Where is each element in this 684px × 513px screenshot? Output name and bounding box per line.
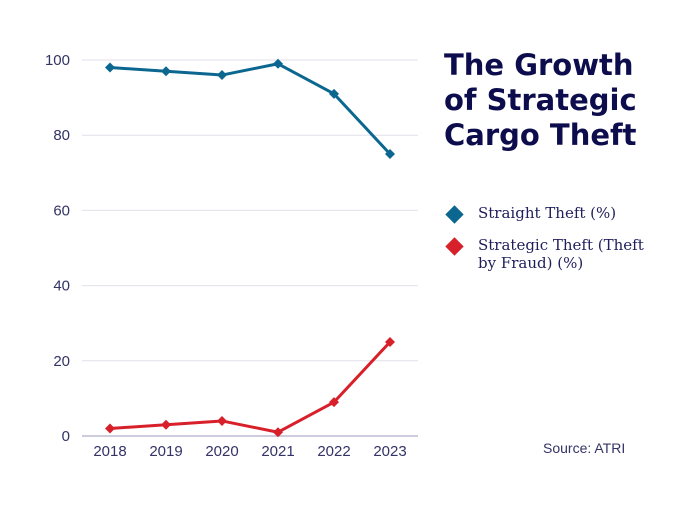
series-line-1 — [109, 340, 392, 434]
y-tick-label: 40 — [53, 278, 70, 295]
legend-diamond-icon — [445, 205, 464, 224]
x-tick-label: 2022 — [317, 443, 350, 460]
data-point — [217, 415, 227, 426]
x-tick-label: 2021 — [261, 443, 294, 460]
data-point — [329, 88, 339, 99]
y-tick-label: 20 — [53, 353, 70, 370]
data-point — [329, 397, 339, 408]
data-point — [273, 427, 283, 438]
data-point — [385, 337, 395, 347]
legend-label: Straight Theft (%) — [478, 204, 617, 222]
x-tick-label: 2019 — [149, 443, 182, 460]
series-line-0 — [109, 62, 392, 156]
chart-title: The Growth of Strategic Cargo Theft — [444, 48, 637, 152]
x-tick-label: 2023 — [373, 443, 406, 460]
source-note: Source: ATRI — [543, 440, 626, 456]
legend-item-strategic-theft: Strategic Theft (Theft by Fraud) (%) — [444, 236, 648, 272]
data-point — [385, 149, 395, 159]
data-point — [105, 62, 115, 73]
data-point — [273, 58, 283, 69]
y-tick-label: 80 — [53, 127, 70, 144]
legend-diamond-icon — [445, 237, 464, 256]
data-point — [161, 66, 171, 77]
y-tick-label: 100 — [45, 52, 70, 69]
legend: Straight Theft (%) Strategic Theft (Thef… — [444, 204, 648, 286]
data-point — [105, 423, 115, 434]
x-tick-label: 2018 — [93, 443, 126, 460]
y-tick-label: 0 — [62, 428, 70, 445]
x-tick-label: 2020 — [205, 443, 238, 460]
legend-item-straight-theft: Straight Theft (%) — [444, 204, 648, 224]
y-tick-label: 60 — [53, 202, 70, 219]
data-point — [217, 70, 227, 81]
data-point — [161, 419, 171, 430]
legend-label: Strategic Theft (Theft by Fraud) (%) — [478, 236, 644, 272]
